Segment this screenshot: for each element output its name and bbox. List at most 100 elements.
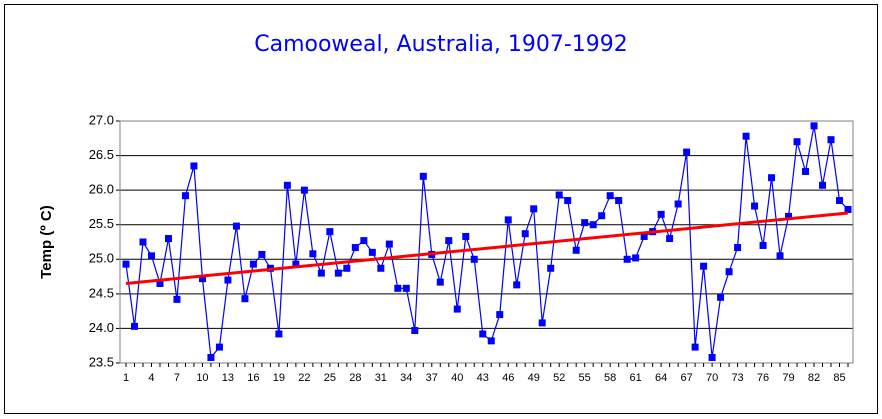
data-point	[385, 240, 393, 248]
x-tick-label: 37	[426, 372, 438, 384]
data-point	[538, 319, 546, 327]
data-point	[598, 212, 606, 220]
data-point	[164, 235, 172, 243]
data-point	[402, 284, 410, 292]
data-point	[606, 192, 614, 200]
data-point	[377, 264, 385, 272]
data-point	[241, 295, 249, 303]
data-point	[351, 244, 359, 252]
x-tick-label: 43	[477, 372, 489, 384]
data-point	[436, 278, 444, 286]
data-point	[275, 330, 283, 338]
data-point	[827, 136, 835, 144]
data-point	[691, 343, 699, 351]
x-tick-label: 4	[148, 372, 154, 384]
x-tick-label: 58	[604, 372, 616, 384]
plot-area	[120, 121, 853, 363]
x-tick-label: 40	[451, 372, 463, 384]
data-point	[207, 353, 215, 361]
data-point	[700, 262, 708, 270]
data-point	[572, 246, 580, 254]
y-tick-label: 26.0	[89, 182, 114, 197]
data-point	[589, 221, 597, 229]
y-tick-label: 24.5	[89, 285, 114, 300]
data-point	[147, 252, 155, 260]
data-point	[768, 174, 776, 182]
x-tick-label: 1	[123, 372, 129, 384]
y-tick-label: 25.0	[89, 251, 114, 266]
data-point	[836, 197, 844, 205]
data-point	[802, 167, 810, 175]
data-point	[785, 212, 793, 220]
x-tick-label: 70	[706, 372, 718, 384]
x-tick-label: 28	[349, 372, 361, 384]
data-point	[751, 202, 759, 210]
data-point	[844, 206, 852, 214]
x-tick-label: 82	[808, 372, 820, 384]
data-point	[190, 162, 198, 170]
data-point	[487, 337, 495, 345]
x-tick-label: 67	[680, 372, 692, 384]
data-point	[232, 222, 240, 230]
x-tick-label: 49	[528, 372, 540, 384]
data-point	[513, 281, 521, 289]
data-point	[156, 279, 164, 287]
data-point	[309, 250, 317, 258]
data-point	[326, 228, 334, 236]
data-point	[734, 244, 742, 252]
data-point	[666, 235, 674, 243]
data-point	[122, 260, 130, 268]
data-point	[555, 191, 563, 199]
data-point	[479, 330, 487, 338]
data-point	[759, 241, 767, 249]
data-point	[368, 248, 376, 256]
data-point	[300, 186, 308, 194]
y-tick-label: 27.0	[89, 112, 114, 127]
trend-line	[125, 211, 849, 285]
x-tick-label: 16	[247, 372, 259, 384]
data-point	[810, 122, 818, 130]
data-point	[496, 311, 504, 319]
data-point	[283, 181, 291, 189]
data-point	[249, 260, 257, 268]
data-point	[504, 216, 512, 224]
data-point	[793, 138, 801, 146]
data-point	[742, 132, 750, 140]
x-tick-label: 46	[502, 372, 514, 384]
x-tick-label: 13	[222, 372, 234, 384]
data-point	[632, 254, 640, 262]
plot-border	[119, 120, 854, 364]
data-point	[615, 197, 623, 205]
data-point	[581, 219, 589, 227]
x-tick-label: 19	[273, 372, 285, 384]
y-tick-label: 23.5	[89, 354, 114, 369]
data-point	[181, 192, 189, 200]
data-point	[394, 284, 402, 292]
data-point	[717, 293, 725, 301]
data-point	[317, 269, 325, 277]
data-point	[258, 250, 266, 258]
data-point	[683, 148, 691, 156]
data-point	[445, 237, 453, 245]
x-tick-label: 31	[375, 372, 387, 384]
data-point	[173, 295, 181, 303]
data-point	[623, 255, 631, 263]
data-point	[360, 237, 368, 245]
y-tick-label: 25.5	[89, 216, 114, 231]
data-point	[674, 200, 682, 208]
data-point	[530, 205, 538, 213]
x-tick-label: 7	[174, 372, 180, 384]
data-point	[657, 210, 665, 218]
x-tick-label: 22	[298, 372, 310, 384]
data-point	[411, 327, 419, 335]
data-point	[640, 232, 648, 240]
data-point	[224, 276, 232, 284]
data-point	[419, 172, 427, 180]
x-tick-label: 55	[579, 372, 591, 384]
data-point	[819, 181, 827, 189]
y-axis-label: Temp (º C)	[38, 205, 55, 279]
data-point	[215, 343, 223, 351]
data-point	[292, 260, 300, 268]
x-tick-label: 73	[731, 372, 743, 384]
